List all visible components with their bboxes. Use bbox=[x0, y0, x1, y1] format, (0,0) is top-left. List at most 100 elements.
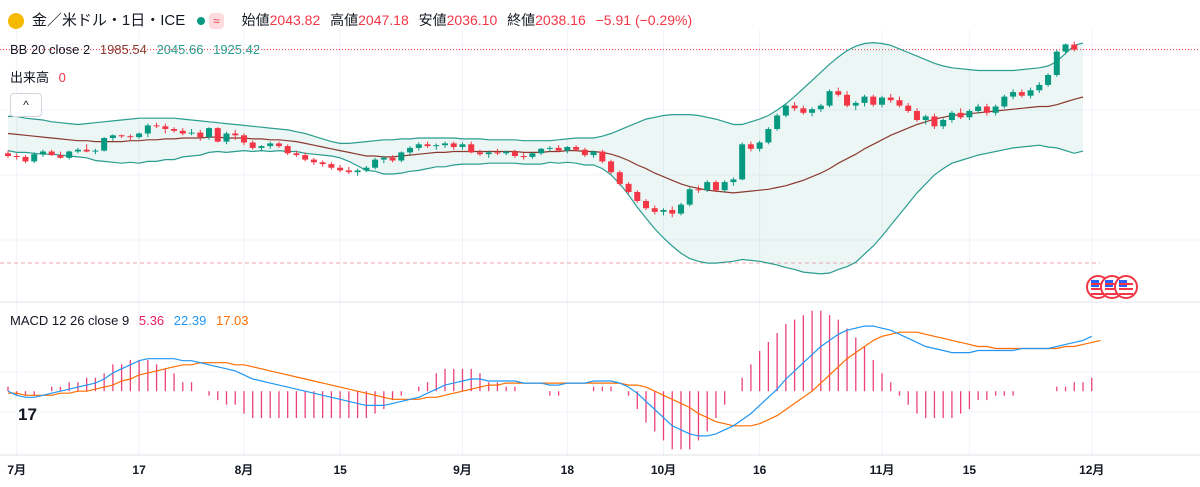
candle bbox=[101, 137, 108, 152]
candle bbox=[660, 208, 667, 216]
candle bbox=[1001, 94, 1008, 109]
candle bbox=[634, 190, 641, 203]
candle bbox=[1071, 41, 1078, 52]
candle bbox=[13, 153, 20, 160]
x-tick-label: 18 bbox=[561, 463, 575, 477]
candle bbox=[92, 148, 99, 155]
ohlc-low: 安値2036.10 bbox=[418, 12, 498, 28]
candle bbox=[948, 111, 955, 123]
market-open-dot bbox=[197, 17, 206, 26]
x-tick-label: 11月 bbox=[870, 463, 895, 477]
candle bbox=[590, 150, 597, 158]
bb-fill bbox=[8, 42, 1083, 274]
candle bbox=[5, 150, 11, 158]
price-change: −5.91 (−0.29%) bbox=[595, 12, 693, 28]
candle bbox=[774, 113, 781, 131]
candle bbox=[415, 142, 422, 151]
candle bbox=[293, 150, 300, 157]
macd-line bbox=[7, 325, 1093, 437]
candle bbox=[171, 127, 178, 133]
x-tick-label: 15 bbox=[333, 463, 347, 477]
candle bbox=[975, 103, 982, 114]
candle bbox=[1010, 89, 1017, 100]
macd-signal-line bbox=[8, 331, 1101, 427]
candle bbox=[22, 155, 29, 164]
x-tick-label: 16 bbox=[753, 463, 767, 477]
candle bbox=[1018, 89, 1025, 98]
candle bbox=[476, 149, 483, 156]
collapse-legend-button[interactable]: ^ bbox=[10, 93, 42, 117]
candle bbox=[345, 166, 352, 174]
candle bbox=[485, 150, 492, 158]
candle bbox=[887, 93, 894, 103]
candle bbox=[1027, 87, 1034, 99]
candle bbox=[992, 104, 999, 116]
candle bbox=[372, 157, 379, 170]
candle bbox=[214, 127, 221, 143]
candle bbox=[739, 142, 746, 181]
candle bbox=[712, 180, 719, 192]
candle bbox=[747, 141, 754, 152]
x-tick-label: 12月 bbox=[1079, 463, 1104, 477]
candle bbox=[450, 141, 457, 150]
symbol-title[interactable]: 金／米ドル・1日・ICE bbox=[31, 12, 186, 29]
candle bbox=[791, 102, 798, 111]
candle bbox=[573, 145, 580, 152]
candle bbox=[704, 180, 711, 192]
candle bbox=[328, 162, 335, 170]
candle bbox=[608, 159, 615, 174]
candle bbox=[179, 128, 186, 136]
x-tick-label: 10月 bbox=[651, 463, 676, 477]
candle bbox=[957, 108, 964, 120]
x-axis: 7月 17 8月 15 9月 18 10月 16 11月 15 12月 bbox=[0, 454, 1200, 477]
macd-pane bbox=[7, 310, 1101, 450]
candle bbox=[616, 170, 623, 186]
bb-band-fill bbox=[8, 42, 1083, 274]
candle bbox=[442, 141, 448, 148]
candle bbox=[721, 180, 728, 192]
candle bbox=[275, 141, 282, 148]
candle bbox=[520, 153, 527, 160]
candle bbox=[852, 101, 859, 111]
candle bbox=[669, 206, 676, 218]
candle bbox=[782, 103, 789, 118]
ohlc-close: 終値2038.16 bbox=[507, 12, 586, 28]
volume-legend[interactable]: 出来高 0 bbox=[10, 70, 66, 85]
candle bbox=[844, 91, 851, 108]
candle bbox=[83, 144, 90, 153]
candle bbox=[267, 141, 274, 149]
candle bbox=[555, 145, 562, 153]
candle bbox=[162, 123, 169, 134]
tradingview-logo[interactable]: 17 bbox=[18, 405, 37, 424]
candle bbox=[223, 131, 230, 145]
us-event-icon[interactable] bbox=[1114, 275, 1138, 299]
x-tick-label: 7月 bbox=[7, 463, 26, 477]
candle bbox=[153, 122, 160, 129]
candle bbox=[363, 165, 370, 173]
ohlc-open: 始値2043.82 bbox=[241, 12, 321, 28]
candle bbox=[983, 103, 990, 116]
candle bbox=[407, 146, 414, 156]
candle bbox=[905, 102, 912, 113]
candle bbox=[1062, 43, 1069, 55]
candle bbox=[389, 155, 396, 163]
candle bbox=[319, 160, 326, 167]
candle bbox=[1045, 73, 1052, 87]
candle bbox=[861, 94, 868, 107]
candle bbox=[511, 149, 518, 158]
macd-legend[interactable]: MACD 12 26 close 9 5.36 22.39 17.03 bbox=[10, 313, 249, 328]
candle bbox=[459, 142, 466, 150]
candle bbox=[538, 147, 545, 156]
candle bbox=[809, 107, 816, 117]
candle bbox=[284, 144, 291, 156]
delayed-data-icon[interactable]: ≈ bbox=[209, 13, 224, 30]
candle bbox=[503, 150, 510, 156]
candle bbox=[136, 132, 143, 139]
bb-upper-line bbox=[8, 41, 1084, 144]
candle bbox=[337, 165, 344, 173]
bb-lines bbox=[7, 41, 1084, 275]
candle bbox=[651, 205, 658, 215]
bb-legend[interactable]: BB 20 close 2 1985.54 2045.66 1925.42 bbox=[10, 42, 261, 57]
x-tick-label: 15 bbox=[963, 463, 977, 477]
